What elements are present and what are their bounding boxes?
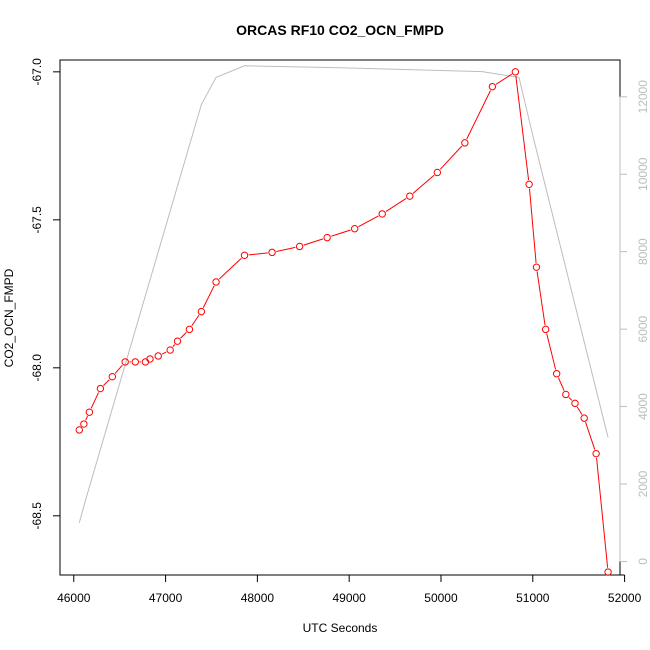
data-point: [108, 372, 117, 381]
data-point: [80, 420, 88, 428]
y-tick-label: -68.0: [30, 354, 44, 382]
y2-tick-label: 2000: [636, 470, 650, 497]
data-point: [488, 82, 497, 91]
data-point: [532, 263, 541, 271]
series-segment: [180, 332, 187, 339]
x-axis-label: UTC Seconds: [303, 621, 378, 635]
x-axis: 46000 47000 48000 49000 50000 51000 52000: [57, 574, 642, 605]
series-segment: [495, 73, 513, 85]
series-segment: [557, 377, 565, 391]
data-point: [154, 352, 162, 360]
data-point: [75, 426, 83, 434]
data-point: [166, 346, 174, 354]
data-point: [378, 210, 386, 218]
data-point: [571, 399, 579, 408]
data-point: [268, 248, 276, 257]
series-segment: [385, 198, 407, 212]
data-point: [541, 325, 550, 334]
data-point: [146, 355, 154, 363]
y2-tick-label: 12000: [636, 80, 650, 114]
data-point: [433, 168, 442, 177]
y-tick-label: -67.5: [30, 206, 44, 234]
data-point: [461, 139, 469, 147]
series-segment: [103, 379, 110, 386]
y2-tick-label: 4000: [636, 393, 650, 420]
series-segment: [515, 76, 530, 181]
data-point: [525, 180, 533, 189]
data-point: [552, 370, 561, 378]
data-point: [212, 278, 220, 286]
data-point: [240, 251, 249, 260]
data-point: [406, 192, 414, 200]
y2-tick-label: 10000: [636, 157, 650, 191]
data-point: [173, 337, 182, 345]
series-segment: [191, 314, 200, 327]
series-segment: [576, 406, 583, 415]
data-point: [197, 307, 206, 316]
series-segment: [412, 174, 435, 194]
chart-title: ORCAS RF10 CO2_OCN_FMPD: [236, 22, 444, 38]
data-point: [96, 384, 105, 393]
x-tick-label: 49000: [332, 591, 366, 605]
data-point: [121, 358, 129, 366]
series-segment: [303, 238, 324, 246]
series-segment: [536, 271, 546, 326]
y-tick-label: -67.0: [30, 58, 44, 86]
y-axis-right: 0 2000 4000 6000 8000 10000 12000: [619, 80, 650, 565]
series-line: [78, 65, 609, 523]
data-point: [562, 390, 570, 399]
x-tick-label: 50000: [424, 591, 458, 605]
data-point: [323, 233, 331, 242]
series-segment: [218, 257, 242, 280]
series-segment: [276, 246, 296, 252]
series-segment: [358, 215, 379, 228]
series-segment: [466, 90, 491, 140]
y2-tick-label: 8000: [636, 238, 650, 265]
data-point: [295, 242, 304, 251]
series-segment: [114, 364, 123, 374]
series-left: [75, 68, 612, 576]
series-segment: [568, 397, 573, 401]
x-tick-label: 52000: [608, 591, 642, 605]
data-point: [185, 325, 194, 334]
series-segment: [85, 415, 89, 421]
x-tick-label: 46000: [57, 591, 91, 605]
series-segment: [585, 422, 596, 450]
x-tick-label: 51000: [516, 591, 550, 605]
y2-tick-label: 0: [636, 558, 650, 565]
series-segment: [546, 333, 557, 370]
series-segment: [248, 252, 268, 256]
y-axis-left: -67.0 -67.5 -68.0 -68.5: [30, 58, 61, 530]
series-segment: [596, 457, 609, 568]
y2-tick-label: 6000: [636, 315, 650, 342]
series-segment: [528, 188, 537, 263]
data-point: [131, 358, 139, 366]
series-layer: [75, 65, 612, 576]
series-segment: [202, 285, 215, 308]
y-axis-label: CO2_OCN_FMPD: [2, 268, 16, 367]
series-segment: [90, 392, 100, 409]
x-tick-label: 48000: [241, 591, 275, 605]
data-point: [604, 568, 612, 576]
series-segment: [439, 145, 463, 170]
series-segment: [331, 229, 351, 237]
y-tick-label: -68.5: [30, 502, 44, 530]
data-point: [580, 414, 588, 422]
data-point: [511, 68, 520, 76]
data-point: [85, 408, 94, 416]
series-right: [78, 65, 609, 523]
data-point: [592, 449, 600, 458]
series-segment: [172, 344, 176, 348]
data-point: [350, 225, 359, 233]
x-tick-label: 47000: [149, 591, 183, 605]
series-segment: [161, 351, 167, 355]
